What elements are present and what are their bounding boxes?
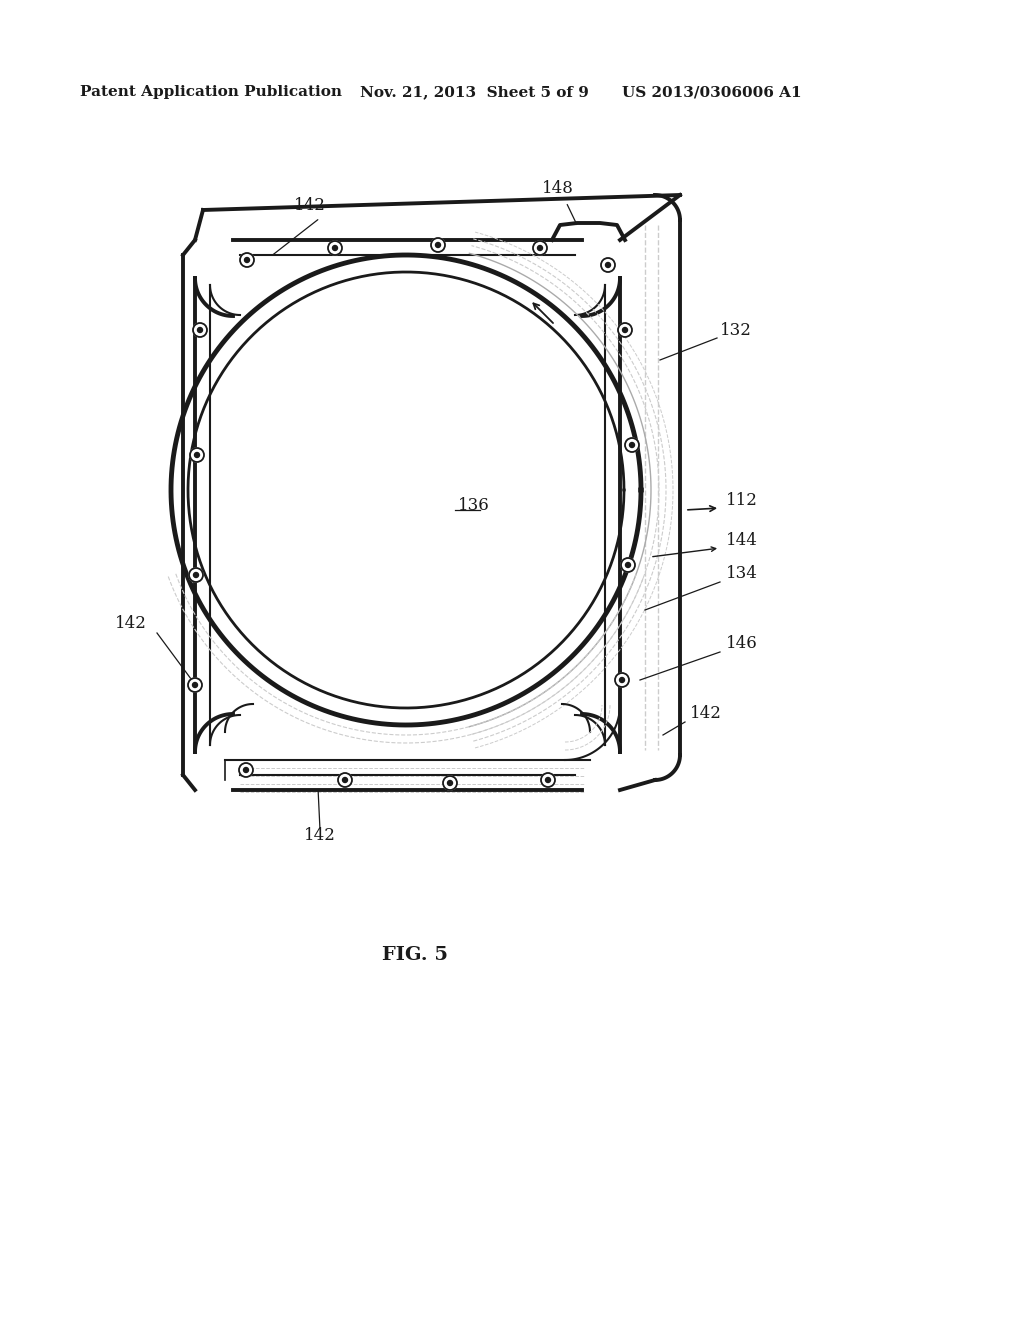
Text: 142: 142 [115, 615, 147, 632]
Text: 132: 132 [720, 322, 752, 339]
Circle shape [239, 763, 253, 777]
Circle shape [193, 682, 198, 688]
Text: Patent Application Publication: Patent Application Publication [80, 84, 342, 99]
Circle shape [623, 327, 628, 333]
Circle shape [615, 673, 629, 686]
Circle shape [618, 323, 632, 337]
Circle shape [447, 780, 453, 785]
Circle shape [538, 246, 543, 251]
Text: 112: 112 [726, 492, 758, 510]
Circle shape [435, 243, 440, 248]
Circle shape [601, 257, 615, 272]
Circle shape [630, 442, 635, 447]
Text: 144: 144 [726, 532, 758, 549]
Text: 142: 142 [690, 705, 722, 722]
Circle shape [620, 677, 625, 682]
Circle shape [245, 257, 250, 263]
Text: 142: 142 [294, 197, 326, 214]
Circle shape [626, 562, 631, 568]
Circle shape [188, 678, 202, 692]
Circle shape [189, 568, 203, 582]
Text: 146: 146 [726, 635, 758, 652]
Circle shape [198, 327, 203, 333]
Text: 136: 136 [458, 498, 489, 513]
Circle shape [443, 776, 457, 789]
Text: Nov. 21, 2013  Sheet 5 of 9: Nov. 21, 2013 Sheet 5 of 9 [360, 84, 589, 99]
Circle shape [190, 447, 204, 462]
Text: 134: 134 [726, 565, 758, 582]
Circle shape [338, 774, 352, 787]
Circle shape [546, 777, 551, 783]
Circle shape [193, 323, 207, 337]
Circle shape [342, 777, 347, 783]
Circle shape [333, 246, 338, 251]
Circle shape [431, 238, 445, 252]
Text: 148: 148 [542, 180, 573, 197]
Circle shape [194, 573, 199, 578]
Circle shape [328, 242, 342, 255]
Circle shape [195, 453, 200, 458]
Circle shape [240, 253, 254, 267]
Text: US 2013/0306006 A1: US 2013/0306006 A1 [622, 84, 802, 99]
Circle shape [534, 242, 547, 255]
Circle shape [541, 774, 555, 787]
Text: 142: 142 [304, 828, 336, 843]
Circle shape [621, 558, 635, 572]
Text: FIG. 5: FIG. 5 [382, 946, 449, 964]
Circle shape [625, 438, 639, 451]
Circle shape [244, 767, 249, 772]
Circle shape [605, 263, 610, 268]
